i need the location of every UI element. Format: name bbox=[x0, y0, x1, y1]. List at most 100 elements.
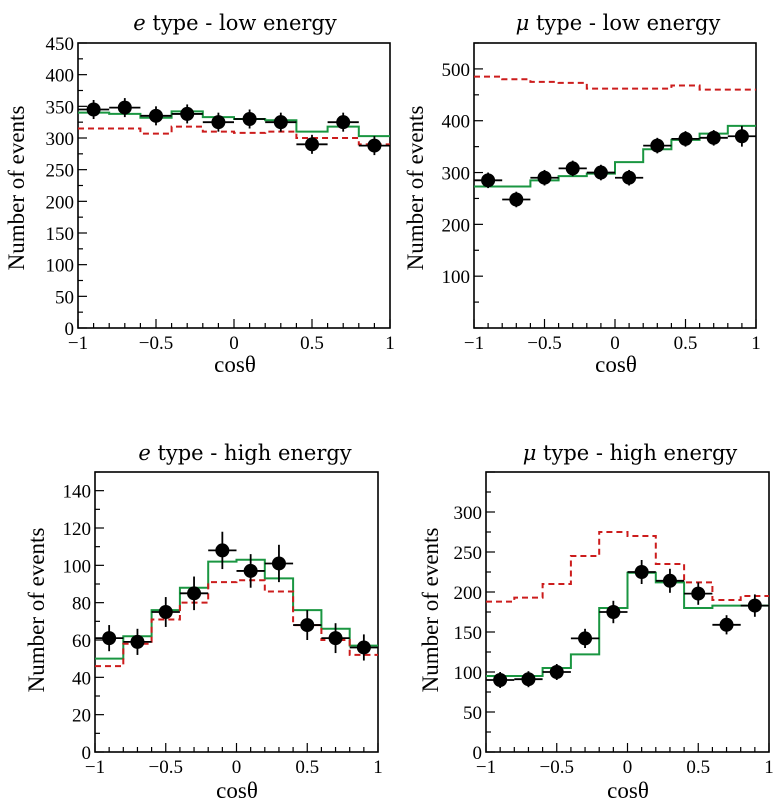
x-tick-label: 0.5 bbox=[674, 333, 698, 354]
plot-area: −1 −0.5 0 0.5 1 0 50 100 150 200 250 300 bbox=[454, 471, 774, 778]
panel-title: μ type - low energy bbox=[516, 11, 721, 35]
data-point bbox=[242, 112, 257, 126]
data-point bbox=[367, 138, 382, 153]
y-tick-label: 350 bbox=[46, 97, 75, 118]
data-point bbox=[521, 672, 536, 687]
x-tick-label: 0.5 bbox=[295, 757, 319, 778]
data-point bbox=[336, 115, 351, 130]
x-tick-label: −1 bbox=[476, 757, 496, 778]
series-line-solid bbox=[78, 110, 390, 138]
y-tick-label: 300 bbox=[442, 164, 471, 185]
x-tick-label: 0.5 bbox=[686, 757, 710, 778]
data-point bbox=[211, 115, 226, 130]
panel-mu-low-energy: μ type - low energy Number of events cos… bbox=[403, 11, 761, 377]
y-tick-label: 0 bbox=[65, 319, 75, 340]
y-tick-label: 0 bbox=[82, 743, 92, 764]
y-tick-label: 40 bbox=[72, 668, 91, 689]
data-point bbox=[593, 165, 608, 180]
y-axis-label: Number of events bbox=[418, 528, 443, 693]
data-point bbox=[622, 170, 637, 185]
y-tick-label: 200 bbox=[454, 583, 483, 604]
data-point bbox=[634, 565, 649, 579]
y-tick-label: 80 bbox=[72, 594, 91, 615]
x-tick-label: 1 bbox=[751, 333, 761, 354]
x-tick-label: −0.5 bbox=[527, 333, 561, 354]
y-tick-label: 250 bbox=[454, 543, 483, 564]
data-point bbox=[493, 673, 508, 687]
y-tick-label: 100 bbox=[442, 267, 471, 288]
series-line-solid bbox=[486, 571, 769, 677]
data-point bbox=[549, 665, 564, 679]
data-point bbox=[273, 115, 288, 130]
data-point bbox=[706, 130, 721, 145]
y-tick-label: 300 bbox=[454, 503, 483, 524]
data-point bbox=[86, 102, 101, 117]
y-tick-label: 140 bbox=[63, 482, 92, 503]
x-tick-label: −0.5 bbox=[540, 757, 574, 778]
panel-title: μ type - high energy bbox=[523, 441, 738, 465]
data-point bbox=[149, 108, 163, 123]
series-line-dashed bbox=[95, 579, 378, 668]
y-tick-label: 100 bbox=[46, 256, 75, 277]
x-tick-label: −1 bbox=[68, 333, 88, 354]
y-tick-label: 100 bbox=[63, 556, 92, 577]
data-point bbox=[117, 100, 132, 115]
x-tick-label: 0 bbox=[229, 333, 239, 354]
x-axis-label: cosθ bbox=[216, 778, 258, 803]
panel-mu-high-energy: μ type - high energy Number of events co… bbox=[418, 441, 774, 803]
y-tick-label: 0 bbox=[473, 743, 483, 764]
data-point bbox=[650, 138, 665, 153]
series-line-dashed bbox=[486, 531, 769, 603]
series-line-dashed bbox=[474, 75, 756, 91]
y-axis-label: Number of events bbox=[4, 106, 29, 271]
y-tick-label: 100 bbox=[454, 663, 483, 684]
data-point bbox=[356, 640, 371, 655]
x-axis-label: cosθ bbox=[214, 352, 256, 377]
data-point bbox=[678, 131, 693, 146]
data-point bbox=[537, 170, 552, 185]
data-point bbox=[243, 563, 258, 578]
data-point bbox=[215, 543, 230, 558]
y-tick-label: 120 bbox=[63, 519, 92, 540]
y-tick-label: 20 bbox=[72, 706, 91, 727]
data-point bbox=[180, 106, 195, 121]
y-tick-label: 300 bbox=[46, 129, 75, 150]
series-line-dashed bbox=[78, 125, 390, 146]
data-point bbox=[102, 631, 117, 646]
data-point bbox=[662, 573, 677, 588]
data-point bbox=[509, 192, 524, 207]
y-tick-label: 200 bbox=[46, 192, 75, 213]
x-tick-label: 0 bbox=[232, 757, 242, 778]
x-tick-label: −0.5 bbox=[149, 757, 183, 778]
x-tick-label: 1 bbox=[385, 333, 395, 354]
data-point bbox=[271, 556, 286, 571]
data-point bbox=[719, 617, 734, 632]
panel-e-low-energy: e type - low energy Number of events cos… bbox=[4, 11, 395, 377]
data-point bbox=[305, 137, 319, 152]
data-point bbox=[130, 634, 145, 649]
panel-title: e type - high energy bbox=[138, 441, 351, 465]
y-tick-label: 150 bbox=[454, 623, 483, 644]
x-axis-label: cosθ bbox=[595, 352, 637, 377]
data-point bbox=[734, 129, 749, 144]
panel-e-high-energy: e type - high energy Number of events co… bbox=[24, 441, 383, 803]
panel-title: e type - low energy bbox=[133, 11, 337, 35]
x-tick-label: 0 bbox=[610, 333, 620, 354]
y-tick-label: 60 bbox=[72, 631, 91, 652]
y-tick-label: 400 bbox=[46, 66, 75, 87]
y-tick-label: 150 bbox=[46, 224, 75, 245]
x-tick-label: 1 bbox=[764, 757, 774, 778]
data-point bbox=[328, 631, 343, 646]
data-point bbox=[691, 586, 706, 601]
y-tick-label: 50 bbox=[55, 287, 74, 308]
y-tick-label: 400 bbox=[442, 112, 471, 133]
x-tick-label: −0.5 bbox=[139, 333, 173, 354]
plot-area: −1 −0.5 0 0.5 1 100 200 300 400 500 bbox=[442, 42, 761, 354]
data-point bbox=[578, 631, 593, 646]
plot-area: −1 −0.5 0 0.5 1 0 20 40 60 80 100 120 140 bbox=[63, 471, 383, 778]
y-tick-label: 250 bbox=[46, 161, 75, 182]
data-point bbox=[481, 173, 496, 188]
series-line-solid bbox=[474, 124, 756, 188]
data-point bbox=[187, 586, 202, 601]
